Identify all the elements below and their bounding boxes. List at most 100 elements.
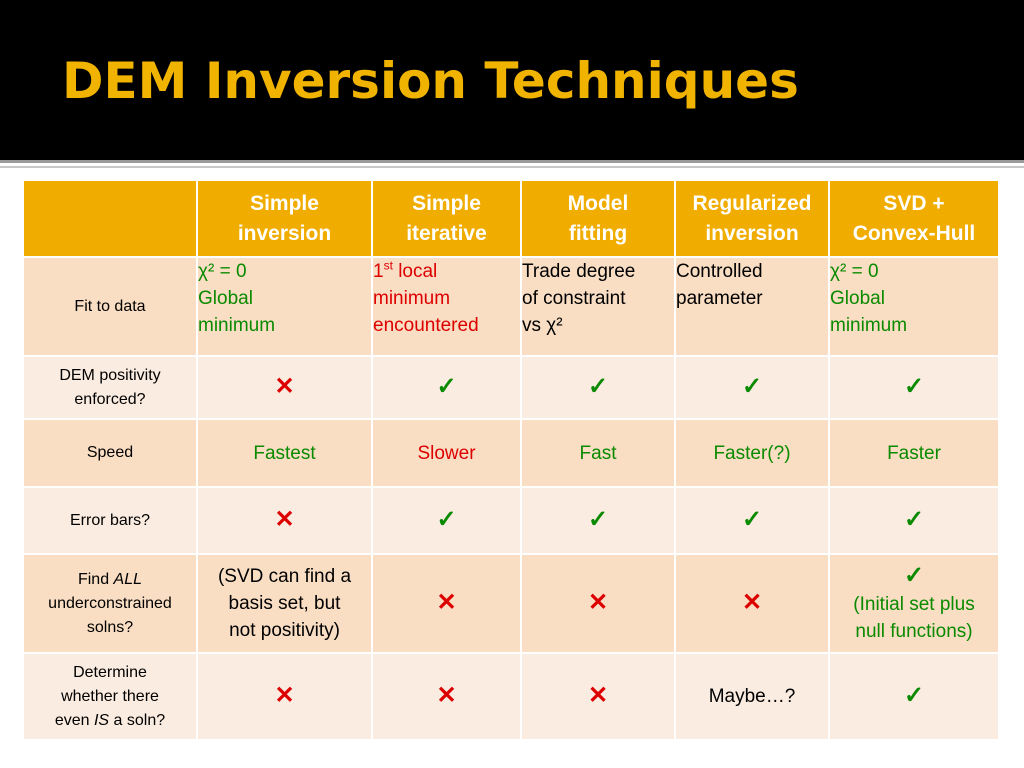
speed-value: Fastest <box>198 420 373 488</box>
speed-value: Faster(?) <box>676 420 830 488</box>
row-label: DEM positivity enforced? <box>24 357 198 420</box>
label-emphasis: ALL <box>113 570 143 588</box>
comparison-table: Simple inversion Simple iterative Model … <box>24 181 1000 741</box>
check-icon: ✓ <box>587 373 609 400</box>
cell-text: local <box>392 261 438 282</box>
row-label: Determine whether there even IS a soln? <box>24 654 198 741</box>
cell-line: (SVD can find a <box>217 566 352 587</box>
cell-line: Global <box>830 288 885 309</box>
label-line: whether there <box>61 687 159 705</box>
header-line: SVD + <box>883 191 945 215</box>
cell-line: not positivity) <box>229 620 340 641</box>
cell-line: (Initial set plus <box>853 594 975 615</box>
label-line: solns? <box>86 618 134 636</box>
cell-line: basis set, but <box>228 593 341 614</box>
speed-value: Faster <box>830 420 1000 488</box>
col-header-simple-inversion: Simple inversion <box>198 181 373 258</box>
check-icon: ✓ <box>903 373 925 400</box>
divider-line <box>0 160 1024 163</box>
check-icon: ✓ <box>587 506 609 533</box>
slide-title: DEM Inversion Techniques <box>62 52 799 110</box>
row-label: Speed <box>24 420 198 488</box>
header-line: Simple <box>412 191 481 215</box>
label-line: enforced? <box>74 390 146 408</box>
maybe-value: Maybe…? <box>676 654 830 741</box>
cell-line: encountered <box>373 315 479 336</box>
header-line: Simple <box>250 191 319 215</box>
header-corner <box>24 181 198 258</box>
row-label: Fit to data <box>24 258 198 357</box>
table-cell: ✓ (Initial set plus null functions) <box>830 555 1000 654</box>
col-header-svd-convex-hull: SVD + Convex-Hull <box>830 181 1000 258</box>
label-line: underconstrained <box>48 594 172 612</box>
table-cell: Trade degree of constraint vs χ² <box>522 258 676 357</box>
label-line: Find ALL <box>24 568 196 592</box>
table-row-find-all: Find ALL underconstrained solns? (SVD ca… <box>24 555 1000 654</box>
cell-line: Global <box>198 288 253 309</box>
header-line: iterative <box>406 221 487 245</box>
check-icon: ✓ <box>436 506 457 533</box>
cell-line: Controlled <box>676 261 763 282</box>
header-line: inversion <box>237 221 332 245</box>
check-icon: ✓ <box>741 506 763 533</box>
cross-icon: ✕ <box>741 589 763 616</box>
check-icon: ✓ <box>436 373 457 400</box>
table-cell: (SVD can find a basis set, but not posit… <box>198 555 373 654</box>
check-icon: ✓ <box>903 562 925 589</box>
label-line: even IS a soln? <box>24 709 196 733</box>
cell-line: parameter <box>676 288 763 309</box>
cell-line: χ² = 0 <box>830 261 879 282</box>
table-row-dem-positivity: DEM positivity enforced? ✕ ✓ ✓ ✓ ✓ <box>24 357 1000 420</box>
cell-line: Trade degree <box>522 261 636 282</box>
table-row-error-bars: Error bars? ✕ ✓ ✓ ✓ ✓ <box>24 488 1000 555</box>
header-line: Convex-Hull <box>852 221 976 245</box>
label-text: a soln? <box>109 711 166 729</box>
ordinal-number: 1 <box>373 261 384 282</box>
cross-icon: ✕ <box>274 682 295 709</box>
table-cell: 1st local minimum encountered <box>373 258 522 357</box>
check-icon: ✓ <box>903 506 925 533</box>
cross-icon: ✕ <box>587 589 609 616</box>
cell-line: minimum <box>198 315 276 336</box>
cell-line: minimum <box>373 288 451 309</box>
col-header-regularized-inversion: Regularized inversion <box>676 181 830 258</box>
table-row-determine: Determine whether there even IS a soln? … <box>24 654 1000 741</box>
header-line: Model <box>567 191 629 215</box>
table-cell: χ² = 0 Global minimum <box>830 258 1000 357</box>
label-emphasis: IS <box>93 711 110 729</box>
cell-line: vs χ² <box>522 315 563 336</box>
label-line: DEM positivity <box>59 366 161 384</box>
speed-value: Slower <box>373 420 522 488</box>
row-label: Error bars? <box>24 488 198 555</box>
table-cell: Controlled parameter <box>676 258 830 357</box>
col-header-simple-iterative: Simple iterative <box>373 181 522 258</box>
label-text: Find <box>77 570 114 588</box>
cell-line: of constraint <box>522 288 626 309</box>
table-row-fit-to-data: Fit to data χ² = 0 Global minimum 1st lo… <box>24 258 1000 357</box>
table-row-speed: Speed Fastest Slower Fast Faster(?) Fast… <box>24 420 1000 488</box>
ordinal-suffix: st <box>383 258 393 273</box>
header-line: fitting <box>568 221 628 245</box>
cell-line: χ² = 0 <box>198 261 247 282</box>
header-line: inversion <box>705 221 799 245</box>
row-label: Find ALL underconstrained solns? <box>24 555 198 654</box>
cross-icon: ✕ <box>587 682 609 709</box>
header-row: Simple inversion Simple iterative Model … <box>24 181 1000 258</box>
cell-line: minimum <box>830 315 908 336</box>
cross-icon: ✕ <box>436 589 457 616</box>
table-cell: χ² = 0 Global minimum <box>198 258 373 357</box>
speed-value: Fast <box>522 420 676 488</box>
label-text: even <box>54 711 94 729</box>
col-header-model-fitting: Model fitting <box>522 181 676 258</box>
cross-icon: ✕ <box>436 682 457 709</box>
cross-icon: ✕ <box>274 506 295 533</box>
title-bar: DEM Inversion Techniques <box>0 0 1024 160</box>
cross-icon: ✕ <box>274 373 295 400</box>
check-icon: ✓ <box>903 682 925 709</box>
divider-line-secondary <box>0 166 1024 168</box>
cell-line: null functions) <box>855 621 973 642</box>
header-line: Regularized <box>692 191 812 215</box>
cell-line: 1st local <box>373 258 520 285</box>
label-line: Determine <box>73 663 147 681</box>
check-icon: ✓ <box>741 373 763 400</box>
